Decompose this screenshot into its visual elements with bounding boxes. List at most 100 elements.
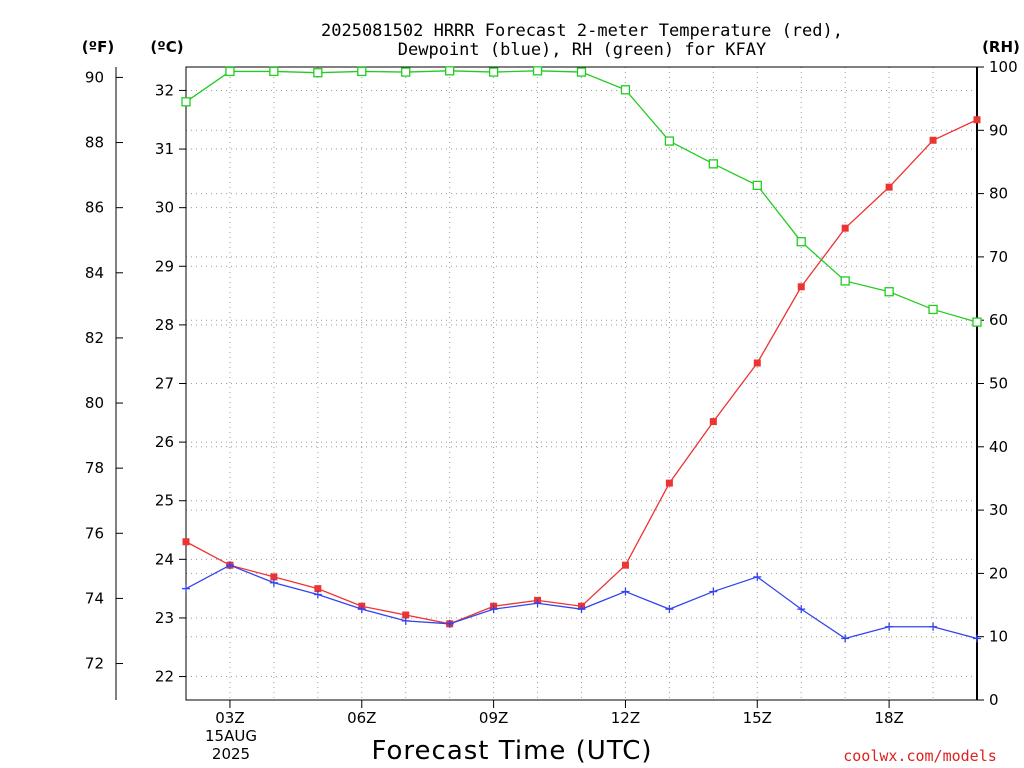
dewpoint-point xyxy=(709,587,718,596)
celsius-tick-label: 24 xyxy=(155,550,174,568)
celsius-tick-label: 30 xyxy=(155,199,174,217)
dewpoint-point xyxy=(885,622,894,631)
temperature-point xyxy=(885,183,893,191)
temperature-point xyxy=(270,573,278,581)
celsius-tick-label: 25 xyxy=(155,492,174,510)
dewpoint-point xyxy=(225,561,234,570)
rh-point xyxy=(488,67,499,77)
rh-tick-label: 100 xyxy=(989,58,1018,76)
rh-point xyxy=(884,287,894,297)
rh-point xyxy=(313,68,323,78)
rh-point xyxy=(357,66,367,77)
rh-point xyxy=(576,67,587,77)
rh-tick-label: 50 xyxy=(989,375,1008,393)
fahrenheit-tick-label: 72 xyxy=(85,655,104,673)
rh-point xyxy=(401,67,411,77)
rh-tick-label: 40 xyxy=(989,438,1008,456)
fahrenheit-tick-label: 86 xyxy=(85,199,104,217)
rh-point xyxy=(269,66,279,77)
fahrenheit-tick-label: 78 xyxy=(85,459,104,477)
fahrenheit-tick-label: 88 xyxy=(85,134,104,152)
dewpoint-point xyxy=(665,605,674,614)
dewpoint-point xyxy=(269,578,278,587)
rh-point xyxy=(181,97,191,107)
temperature-point xyxy=(402,611,410,619)
date-label-year: 2025 xyxy=(212,745,250,763)
fahrenheit-tick-label: 74 xyxy=(85,589,104,607)
dewpoint-point xyxy=(797,605,806,614)
rh-unit-label: (RH) xyxy=(982,38,1020,56)
x-tick-label: 09Z xyxy=(479,709,508,727)
celsius-unit-label: (ºC) xyxy=(150,38,183,56)
rh-tick-label: 80 xyxy=(989,185,1008,203)
dewpoint-point xyxy=(621,587,630,596)
x-tick-label: 15Z xyxy=(743,709,772,727)
dewpoint-point xyxy=(973,634,981,643)
rh-series-line xyxy=(185,70,978,323)
rh-tick-label: 70 xyxy=(989,248,1008,266)
dewpoint-point xyxy=(577,605,586,614)
fahrenheit-unit-label: (ºF) xyxy=(82,38,114,56)
dewpoint-point xyxy=(401,616,410,625)
rh-point xyxy=(928,304,938,315)
celsius-tick-label: 22 xyxy=(155,668,174,686)
grid xyxy=(186,67,977,700)
rh-point xyxy=(225,66,235,77)
temperature-point xyxy=(797,283,805,291)
x-tick-label: 06Z xyxy=(347,709,376,727)
celsius-tick-label: 28 xyxy=(155,316,174,334)
dewpoint-point xyxy=(929,622,938,631)
x-tick-label: 12Z xyxy=(611,709,640,727)
rh-tick-label: 10 xyxy=(989,628,1008,646)
rh-point xyxy=(445,66,455,76)
temperature-series-line xyxy=(185,119,978,625)
chart-title-line-1: 2025081502 HRRR Forecast 2-meter Tempera… xyxy=(321,21,843,41)
temperature-point xyxy=(665,479,673,487)
credit-link[interactable]: coolwx.com/models xyxy=(843,747,997,765)
rh-point xyxy=(664,136,675,146)
celsius-tick-label: 26 xyxy=(155,433,174,451)
temperature-point xyxy=(841,224,849,232)
rh-point xyxy=(708,159,718,169)
rh-tick-label: 30 xyxy=(989,501,1008,519)
temperature-point xyxy=(709,418,717,426)
dewpoint-point xyxy=(753,572,762,581)
date-label-day: 15AUG xyxy=(205,727,257,745)
fahrenheit-tick-label: 80 xyxy=(85,394,104,412)
dewpoint-point xyxy=(533,599,542,608)
dewpoint-point xyxy=(841,634,850,643)
dewpoint-point xyxy=(489,605,498,614)
temperature-point xyxy=(753,359,761,367)
rh-point xyxy=(532,66,543,76)
rh-point xyxy=(752,180,762,191)
celsius-tick-label: 31 xyxy=(155,140,174,158)
celsius-tick-label: 29 xyxy=(155,257,174,275)
x-axis-title: Forecast Time (UTC) xyxy=(371,736,652,766)
rh-point xyxy=(620,85,631,95)
rh-point xyxy=(972,317,982,327)
temperature-point xyxy=(621,561,629,569)
rh-tick-label: 0 xyxy=(989,691,999,709)
fahrenheit-tick-label: 90 xyxy=(85,68,104,86)
series-lines xyxy=(181,66,982,643)
x-tick-label: 18Z xyxy=(874,709,903,727)
temperature-point xyxy=(929,136,937,144)
celsius-tick-label: 32 xyxy=(155,81,174,99)
fahrenheit-tick-label: 76 xyxy=(85,524,104,542)
temperature-point xyxy=(314,585,322,593)
fahrenheit-tick-label: 82 xyxy=(85,329,104,347)
dewpoint-point xyxy=(357,605,366,614)
dewpoint-point xyxy=(182,584,190,593)
rh-point xyxy=(840,276,850,286)
rh-tick-label: 20 xyxy=(989,564,1008,582)
axes: 22 23 24 25 26 27 28 29 30 31 32 72 74 76 78 80 82 84 86 88… xyxy=(85,58,1018,727)
rh-tick-label: 60 xyxy=(989,311,1008,329)
celsius-tick-label: 23 xyxy=(155,609,174,627)
dewpoint-point xyxy=(313,590,322,599)
chart-title-line-2: Dewpoint (blue), RH (green) for KFAY xyxy=(398,40,766,60)
dewpoint-point xyxy=(445,619,454,628)
rh-tick-label: 90 xyxy=(989,121,1008,139)
fahrenheit-tick-label: 84 xyxy=(85,264,104,282)
rh-point xyxy=(796,237,806,247)
